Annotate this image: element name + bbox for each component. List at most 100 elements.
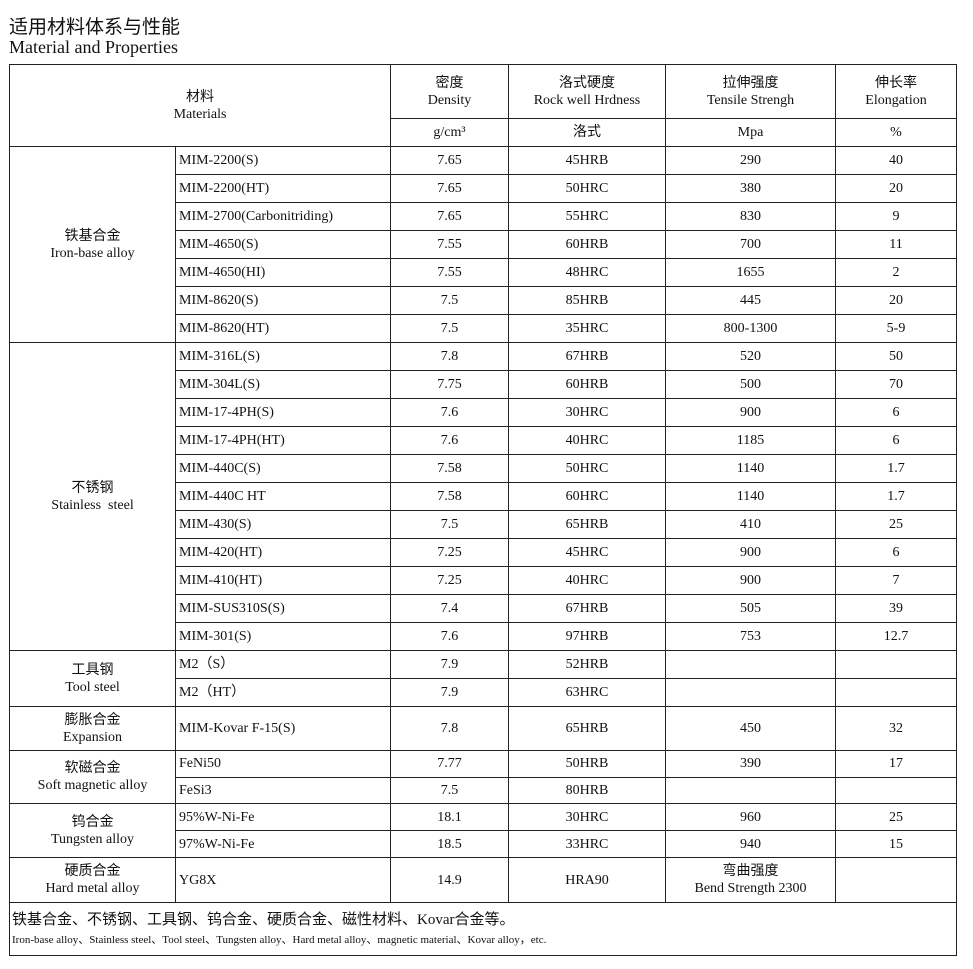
table-row: 工具钢 Tool steel M2（S） 7.9 52HRB: [9, 650, 957, 707]
density-cell: 7.8: [390, 706, 509, 751]
tensile-cell: 800-1300: [665, 314, 836, 343]
group-label-cn: 膨胀合金: [64, 712, 121, 728]
group-label-cn: 不锈钢: [71, 480, 114, 496]
material-name: 95%W-Ni-Fe: [175, 803, 391, 831]
tensile-cell: 830: [665, 202, 836, 231]
density-cell: 7.55: [390, 230, 509, 259]
elongation-cell: [835, 857, 957, 903]
group-label-en: Expansion: [62, 729, 123, 745]
group-label-en: Tungsten alloy: [50, 831, 135, 847]
material-name: MIM-8620(S): [175, 286, 391, 315]
elongation-cell: 50: [835, 342, 957, 371]
material-name: MIM-440C HT: [175, 482, 391, 511]
elongation-cell: 9: [835, 202, 957, 231]
group-label: 不锈钢 Stainless steel: [9, 342, 176, 651]
density-header: 密度 Density: [390, 64, 509, 119]
table-row: 软磁合金 Soft magnetic alloy FeNi50 7.77 50HRB 39…: [9, 750, 957, 804]
header-cn: 拉伸强度: [722, 75, 779, 91]
hardness-cell: 80HRB: [508, 776, 666, 804]
group-label: 膨胀合金 Expansion: [9, 706, 176, 751]
table-row: MIM-4650(S) 7.55 60HRB 700 11: [10, 230, 957, 259]
group-label-en: Iron-base alloy: [50, 245, 135, 261]
material-name: MIM-316L(S): [175, 342, 391, 371]
elongation-cell: 20: [835, 174, 957, 203]
table-row: MIM-440C(S) 7.58 50HRC 1140 1.7: [10, 454, 957, 483]
density-cell: 7.58: [390, 454, 509, 483]
tensile-unit: Mpa: [665, 118, 836, 147]
tensile-cell: 弯曲强度 Bend Strength 2300: [665, 857, 836, 903]
elongation-cell: 40: [835, 146, 957, 175]
unit-row: g/cm³ 洛式 Mpa %: [10, 118, 957, 147]
elongation-cell: [835, 650, 957, 679]
hardness-cell: 67HRB: [508, 594, 666, 623]
hardness-cell: 97HRB: [508, 622, 666, 651]
footer-note: 铁基合金、不锈钢、工具钢、钨合金、硬质合金、磁性材料、Kovar合金等。 Iron…: [9, 902, 957, 956]
table-row: MIM-2700(Carbonitriding) 7.65 55HRC 830 9: [10, 202, 957, 231]
density-cell: 7.55: [390, 258, 509, 287]
group-label-cn: 硬质合金: [64, 864, 121, 879]
density-unit: g/cm³: [390, 118, 509, 147]
density-cell: 7.9: [390, 650, 509, 679]
density-cell: 7.58: [390, 482, 509, 511]
group-label-en: Stainless steel: [51, 497, 134, 513]
density-cell: 7.65: [390, 202, 509, 231]
table-row: MIM-2200(HT) 7.65 50HRC 380 20: [10, 174, 957, 203]
tensile-cell: [665, 776, 836, 804]
density-cell: 7.25: [390, 566, 509, 595]
footer-cn: 铁基合金、不锈钢、工具钢、钨合金、硬质合金、磁性材料、Kovar合金等。: [12, 912, 515, 928]
density-cell: 7.5: [390, 776, 509, 804]
elongation-cell: 6: [835, 538, 957, 567]
material-name: MIM-Kovar F-15(S): [175, 706, 391, 751]
group-label: 硬质合金 Hard metal alloy: [9, 857, 176, 903]
density-cell: 18.1: [390, 803, 509, 831]
material-name: MIM-2200(S): [175, 146, 391, 175]
material-name: MIM-8620(HT): [175, 314, 391, 343]
elongation-cell: 11: [835, 230, 957, 259]
header-cn: 伸长率: [875, 75, 917, 91]
header-en: Tensile Strengh: [706, 92, 795, 108]
tensile-cell: 1655: [665, 258, 836, 287]
table-row: 硬质合金 Hard metal alloy YG8X 14.9 HRA90 弯曲强度 Be…: [9, 857, 957, 903]
hardness-cell: 40HRC: [508, 566, 666, 595]
tensile-cell: 450: [665, 706, 836, 751]
elongation-cell: 70: [835, 370, 957, 399]
elongation-cell: 25: [835, 803, 957, 831]
hardness-cell: 60HRB: [508, 230, 666, 259]
table-row: MIM-SUS310S(S) 7.4 67HRB 505 39: [10, 594, 957, 623]
hardness-cell: 45HRB: [508, 146, 666, 175]
hardness-cell: 35HRC: [508, 314, 666, 343]
tensile-cell: 445: [665, 286, 836, 315]
tensile-cell: 900: [665, 398, 836, 427]
tensile-header: 拉伸强度 Tensile Strengh: [665, 64, 836, 119]
group-label-cn: 工具钢: [71, 662, 114, 678]
hardness-unit: 洛式: [508, 118, 666, 147]
material-name: YG8X: [175, 857, 391, 903]
density-cell: 7.5: [390, 286, 509, 315]
elongation-cell: 6: [835, 426, 957, 455]
elongation-cell: [835, 776, 957, 804]
hardness-cell: 33HRC: [508, 830, 666, 858]
hardness-cell: 50HRC: [508, 454, 666, 483]
density-cell: 7.65: [390, 174, 509, 203]
footer-en: Iron-base alloy、Stainless steel、Tool ste…: [12, 934, 547, 946]
tensile-cell: 500: [665, 370, 836, 399]
density-cell: 7.25: [390, 538, 509, 567]
elongation-cell: 12.7: [835, 622, 957, 651]
material-name: MIM-410(HT): [175, 566, 391, 595]
tensile-cell: 390: [665, 750, 836, 778]
hardness-cell: 48HRC: [508, 258, 666, 287]
tensile-cell: 505: [665, 594, 836, 623]
footer-row: 铁基合金、不锈钢、工具钢、钨合金、硬质合金、磁性材料、Kovar合金等。 Iron…: [9, 902, 957, 956]
tensile-cell: 1185: [665, 426, 836, 455]
page-title-en: Material and Properties: [9, 37, 178, 57]
hardness-cell: 50HRB: [508, 750, 666, 778]
material-name: M2（S）: [175, 650, 391, 679]
elongation-cell: 20: [835, 286, 957, 315]
elongation-cell: 15: [835, 830, 957, 858]
hardness-cell: 55HRC: [508, 202, 666, 231]
hardness-cell: 85HRB: [508, 286, 666, 315]
density-cell: 7.6: [390, 426, 509, 455]
header-en: Rock well Hrdness: [533, 92, 641, 108]
hardness-cell: 63HRC: [508, 678, 666, 707]
elongation-cell: 32: [835, 706, 957, 751]
